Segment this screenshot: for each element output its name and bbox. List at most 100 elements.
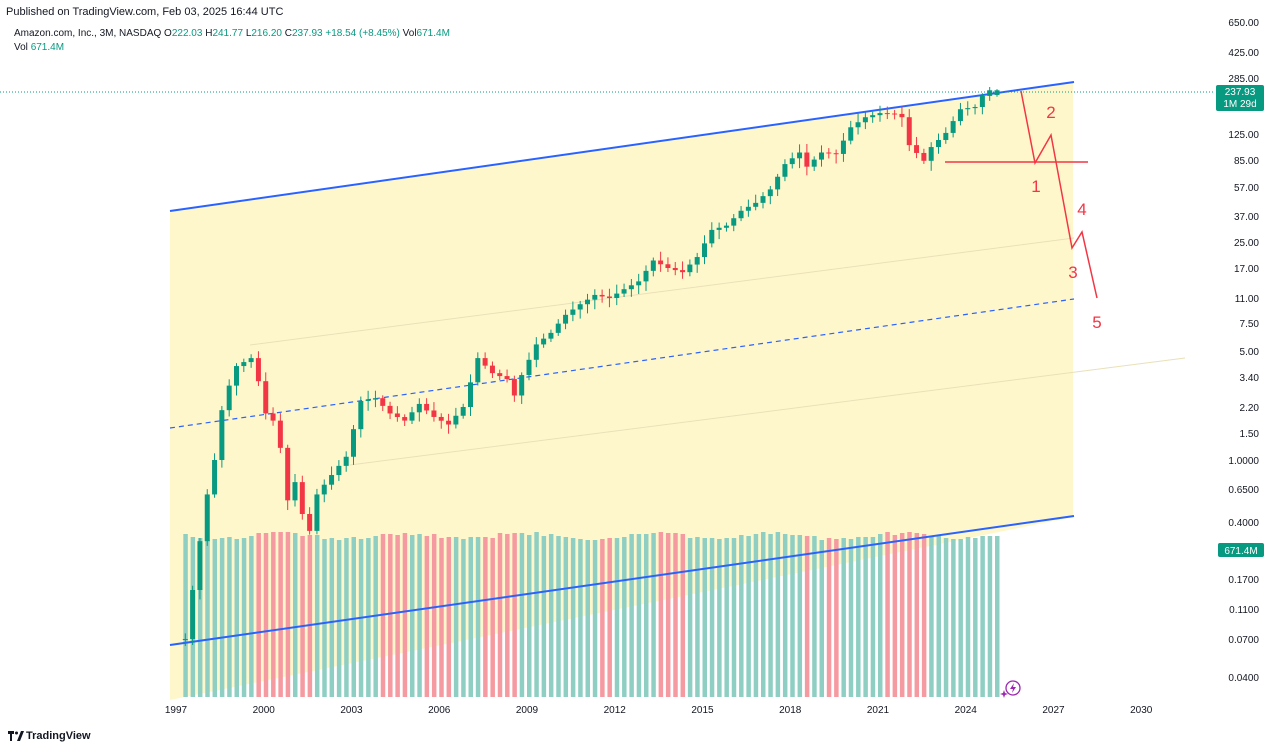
volume-bar	[219, 538, 225, 697]
candle-body	[270, 413, 276, 421]
footer-brand-label: TradingView	[26, 730, 91, 742]
candle-body	[870, 115, 876, 118]
vol2-value: 671.4M	[30, 42, 65, 53]
volume-bar	[453, 537, 459, 697]
volume-bar	[497, 533, 503, 697]
x-tick-label: 2018	[779, 705, 802, 716]
volume-bar	[249, 536, 254, 697]
candle-body	[299, 482, 305, 514]
volume-bar	[848, 539, 854, 697]
vol2-label: Vol	[14, 42, 28, 53]
x-tick-label: 2000	[253, 705, 276, 716]
volume-bar	[746, 536, 751, 697]
y-tick-label: 2.20	[1240, 403, 1260, 414]
candle-body	[585, 299, 590, 305]
volume-bar	[870, 537, 876, 697]
volume-bar	[658, 532, 664, 697]
volume-bar	[461, 539, 466, 697]
volume-tag-value: 671.4M	[1224, 546, 1257, 557]
volume-bar	[570, 538, 576, 697]
volume-bar	[424, 536, 430, 697]
candle-body	[475, 358, 481, 383]
candle-body	[628, 285, 634, 290]
price-tag: 237.93 1M 29d	[1216, 85, 1264, 111]
volume-bar	[600, 539, 605, 697]
candle-body	[965, 108, 971, 110]
candle-body	[826, 152, 832, 154]
wave-projection	[1020, 90, 1098, 299]
candle-body	[226, 385, 232, 411]
volume-bar	[468, 537, 473, 697]
candle-body	[358, 401, 364, 430]
wave-labels: 1 2 3 4 5	[1031, 103, 1101, 332]
volume-bar	[183, 534, 188, 697]
x-tick-label: 2015	[691, 705, 714, 716]
price-tag-countdown: 1M 29d	[1223, 99, 1256, 110]
y-tick-label: 11.00	[1235, 294, 1260, 305]
y-tick-label: 0.0700	[1228, 635, 1259, 646]
faint-lines	[249, 237, 1186, 466]
volume-bar	[644, 534, 649, 697]
ohlc-legend: Amazon.com, Inc., 3M, NASDAQ O222.03 H24…	[14, 28, 450, 39]
vol-label: Vol	[402, 28, 417, 39]
candle-body	[943, 132, 949, 140]
faint-guide-line	[249, 237, 1075, 346]
volume-bar	[899, 533, 905, 697]
y-tick-label: 37.00	[1234, 212, 1259, 223]
volume-bar	[336, 540, 342, 697]
candle-body	[599, 294, 605, 297]
volume-bar	[731, 538, 737, 697]
y-axis: 650.00 425.00 285.00 125.00 85.00 57.00 37.00 2…	[1228, 18, 1259, 684]
volume-bar	[614, 538, 620, 697]
volume-bar	[936, 535, 941, 697]
y-tick-label: 57.00	[1234, 183, 1259, 194]
volume-bar	[965, 537, 971, 697]
published-info: Published on TradingView.com, Feb 03, 20…	[6, 6, 284, 18]
volume-bar	[878, 534, 883, 697]
volume-bar	[285, 532, 291, 697]
candle-body	[219, 410, 225, 460]
x-tick-label: 2030	[1130, 705, 1153, 716]
volume-bar	[709, 538, 715, 697]
volume-bar	[819, 540, 824, 697]
volume-bar	[980, 536, 985, 697]
volume-bar	[987, 536, 993, 697]
wave-label: 4	[1077, 200, 1086, 219]
channel-upper-line	[169, 81, 1075, 212]
candle-body	[416, 403, 422, 413]
wave-label: 5	[1092, 313, 1101, 332]
volume-bar	[885, 532, 890, 697]
candle-body	[716, 227, 722, 230]
candle-body	[548, 332, 554, 339]
lightning-icon[interactable]	[1005, 680, 1021, 696]
candle-body	[731, 218, 737, 226]
candle-body	[972, 106, 978, 109]
volume-bar	[695, 537, 700, 697]
x-tick-label: 2012	[604, 705, 627, 716]
volume-bar	[578, 539, 583, 697]
volume-bar	[505, 534, 510, 697]
y-tick-label: 1.50	[1240, 429, 1260, 440]
volume-bar	[797, 535, 803, 697]
candle-body	[460, 407, 466, 416]
candle-body	[760, 196, 766, 203]
volume-bar	[431, 534, 437, 697]
volume-bar	[439, 538, 444, 697]
footer-brand[interactable]: TradingView	[8, 730, 91, 742]
candle-body	[533, 344, 539, 360]
candles	[182, 87, 1000, 646]
candle-body	[680, 270, 686, 273]
candle-body	[241, 362, 247, 367]
volume-bar	[995, 536, 1000, 697]
volume-bar	[410, 535, 415, 697]
high-label: H	[205, 28, 213, 39]
candle-body	[614, 293, 620, 298]
volume-bar	[402, 533, 408, 697]
volume-bar	[234, 539, 239, 697]
y-tick-label: 3.40	[1240, 373, 1260, 384]
candle-body	[687, 264, 693, 273]
x-tick-label: 1997	[165, 705, 188, 716]
volume-bar	[665, 533, 671, 697]
x-tick-label: 2009	[516, 705, 539, 716]
